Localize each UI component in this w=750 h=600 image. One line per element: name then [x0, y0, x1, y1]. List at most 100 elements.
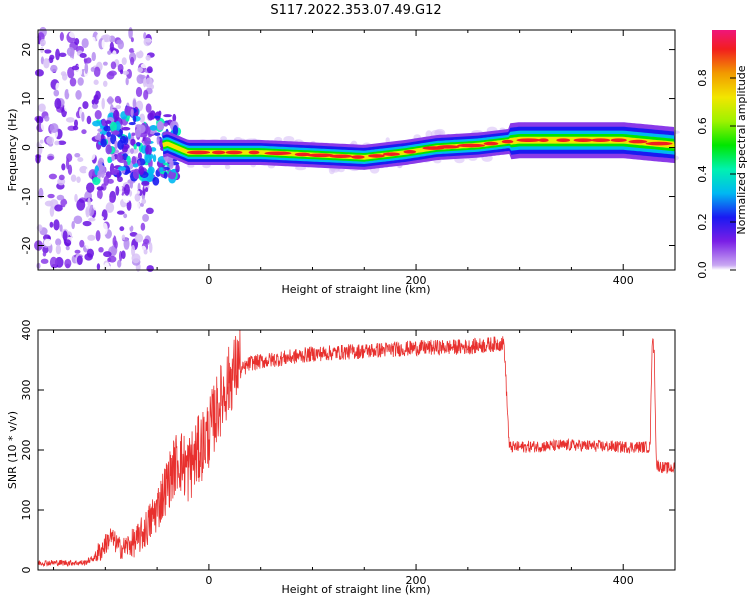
spectrogram-speckle	[101, 97, 105, 110]
spectrogram-speckle	[129, 231, 138, 237]
spectrogram-speckle	[85, 208, 90, 216]
spectrogram-peak	[294, 152, 311, 157]
spectrogram-speckle	[123, 213, 128, 219]
spectrogram-speckle	[110, 223, 119, 234]
spectrogram-peak	[457, 143, 486, 148]
spectrogram-speckle	[102, 34, 111, 43]
spectrogram-speckle	[35, 116, 44, 124]
spectrogram-speckle	[116, 152, 123, 163]
spectrogram-peak	[212, 150, 226, 155]
spectrogram-x-ticks: 0 200 400	[53, 30, 676, 287]
spectrogram-speckle	[47, 193, 55, 199]
spectrogram-speckle	[163, 171, 168, 179]
spectrogram-speckle	[66, 46, 75, 57]
spectrogram-speckle	[59, 224, 63, 232]
spectrogram-speckle	[95, 230, 101, 242]
spectrogram-peak	[556, 138, 571, 143]
spectrogram-speckle	[49, 187, 58, 196]
spectrogram-speckle	[46, 136, 55, 145]
x-tick-label: 400	[613, 574, 634, 587]
spectrogram-speckle	[54, 140, 60, 146]
y-tick-label: -10	[20, 188, 33, 206]
spectrogram-speckle	[107, 96, 114, 105]
spectrogram-speckle	[134, 193, 141, 202]
spectrogram-speckle	[143, 89, 149, 100]
spectrogram-speckle	[156, 135, 160, 145]
spectrogram-speckle	[54, 98, 62, 110]
spectrogram-speckle	[76, 199, 86, 211]
spectrogram-peak	[248, 150, 260, 155]
spectrogram-speckle	[134, 128, 142, 138]
spectrogram-speckle	[64, 103, 71, 112]
spectrogram-speckle	[62, 211, 68, 221]
spectrogram-speckle	[91, 51, 96, 62]
spectrogram-speckle	[128, 48, 135, 54]
spectrogram-speckle	[44, 49, 52, 54]
spectrogram-speckle	[98, 246, 104, 253]
spectrogram-speckle	[154, 115, 161, 119]
spectrogram-speckle	[105, 202, 115, 213]
spectrogram-speckle	[85, 225, 91, 231]
spectrogram-speckle	[49, 256, 58, 269]
spectrogram-speckle	[143, 249, 148, 255]
spectrogram-speckle	[114, 95, 121, 104]
x-tick-label: 400	[613, 274, 634, 287]
spectrogram-speckle	[143, 37, 152, 47]
spectrogram-speckle	[130, 138, 136, 146]
spectrogram-speckle	[122, 70, 129, 75]
spectrogram-halo	[283, 136, 295, 143]
spectrogram-speckle	[127, 216, 135, 226]
spectrogram-peak	[483, 141, 499, 146]
spectrogram-speckle	[81, 111, 85, 122]
spectrogram-speckle	[109, 196, 114, 203]
y-tick-label: -20	[20, 237, 33, 255]
spectrogram-speckle	[130, 108, 134, 118]
y-tick-label: 10	[20, 92, 33, 106]
spectrogram-speckle	[49, 221, 54, 228]
snr-y-ticks: 0 100 200 300 400	[20, 320, 675, 574]
spectrogram-speckle	[107, 156, 111, 164]
spectrogram-speckle	[128, 121, 136, 126]
spectrogram-speckle	[55, 82, 61, 92]
spectrogram-speckle	[77, 77, 84, 86]
spectrogram-speckle	[142, 77, 147, 88]
spectrogram-speckle	[43, 58, 50, 69]
spectrogram-speckle	[91, 99, 95, 105]
spectrogram-speckle	[74, 249, 81, 254]
spectrogram-speckle	[131, 132, 136, 136]
spectrogram-speckle	[87, 197, 91, 208]
spectrogram-speckle	[101, 39, 105, 49]
spectrogram-speckle	[149, 242, 153, 254]
spectrogram-speckle	[68, 31, 78, 38]
spectrogram-speckle	[75, 90, 82, 100]
spectrogram-speckle	[117, 40, 124, 50]
spectrogram-speckle	[100, 138, 107, 148]
spectrogram-speckle	[112, 130, 120, 136]
figure-title: S117.2022.353.07.49.G12	[270, 3, 441, 18]
y-tick-label: 400	[20, 320, 33, 341]
spectrogram-peak	[538, 138, 549, 143]
spectrogram-speckle	[121, 57, 127, 66]
spectrogram-speckle	[96, 132, 101, 139]
spectrogram-speckle	[113, 240, 118, 249]
colorbar-tick-label: 0.8	[696, 69, 709, 87]
spectrogram-speckle	[71, 65, 80, 71]
spectrogram-speckle	[107, 257, 112, 263]
spectrogram-speckle	[130, 56, 135, 66]
spectrogram-speckle	[148, 134, 152, 138]
spectrogram-speckle	[84, 62, 89, 75]
spectrogram-speckle	[134, 233, 144, 243]
spectrogram-speckle	[95, 213, 101, 218]
spectrogram-peak	[610, 138, 627, 143]
spectrogram-speckle	[138, 165, 145, 176]
spectrogram-speckle	[92, 120, 101, 127]
spectrogram-speckle	[157, 121, 165, 131]
spectrogram-speckle	[116, 172, 120, 179]
spectrogram-speckle	[128, 27, 133, 39]
spectrogram-speckle	[76, 255, 83, 266]
spectrogram-speckle	[145, 103, 152, 113]
spectrogram-speckle	[88, 217, 96, 222]
spectrogram-speckle	[37, 143, 43, 155]
spectrogram-speckle	[74, 119, 78, 128]
spectrogram-peak	[645, 141, 673, 146]
